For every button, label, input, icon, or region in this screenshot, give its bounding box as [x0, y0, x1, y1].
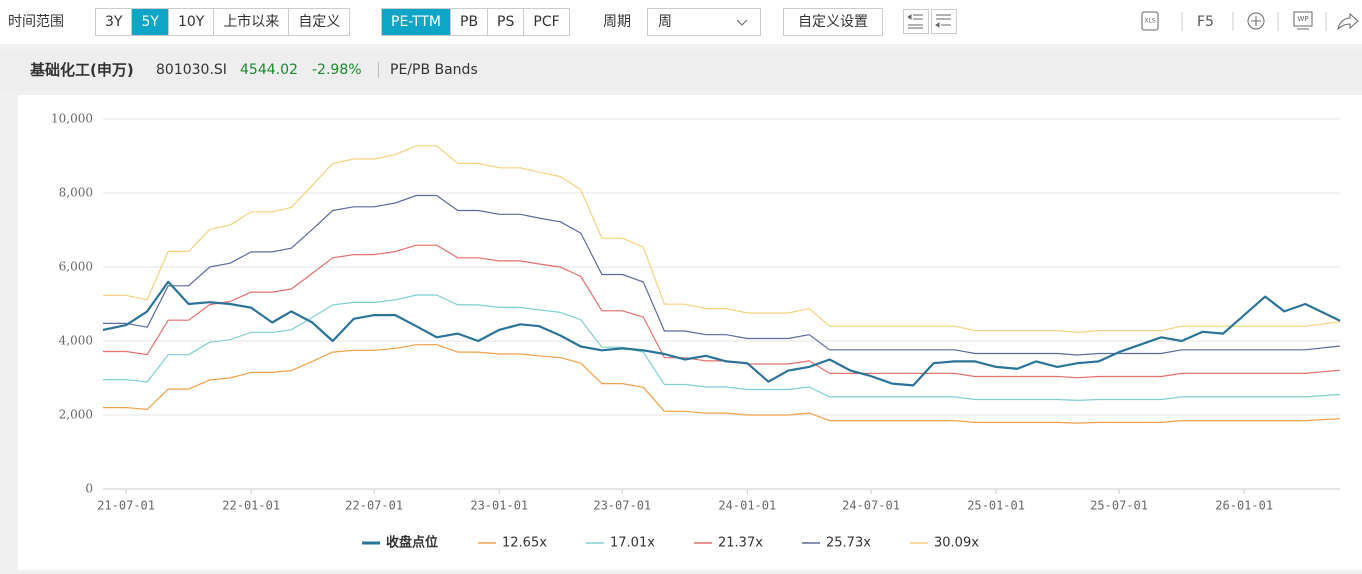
x-tick-label: 26-01-01: [1215, 499, 1273, 513]
index-name: 基础化工(申万): [30, 61, 134, 79]
view-label: PE/PB Bands: [390, 62, 478, 78]
x-tick-label: 24-01-01: [718, 499, 776, 513]
band-line: [103, 194, 1341, 356]
x-tick-label: 22-01-01: [222, 499, 280, 513]
dropdown-arrow: [736, 19, 748, 26]
range-group: 3Y 5Y 10Y 上市以来 自定义: [95, 8, 351, 36]
decimal-buttons[interactable]: [903, 9, 959, 35]
header-bar: 基础化工(申万) 801030.SI 4544.02 -2.98% PE/PB …: [0, 50, 1362, 90]
index-code: 801030.SI: [156, 62, 227, 78]
period-label: 周期: [603, 14, 631, 30]
period-select[interactable]: 周: [647, 8, 761, 36]
legend-item[interactable]: 12.65x: [478, 536, 547, 551]
x-tick-label: 25-07-01: [1090, 499, 1148, 513]
metric-button[interactable]: PE-TTM: [382, 9, 451, 35]
legend-item[interactable]: 21.37x: [694, 536, 763, 551]
legend-item[interactable]: 25.73x: [802, 536, 871, 551]
chart-panel: 0 2,000 4,000 6,000 8,000 10,000 21-07-01 22-01…: [18, 95, 1362, 570]
x-tick-label: 24-07-01: [842, 499, 900, 513]
y-tick-label: 4,000: [59, 334, 93, 348]
settings-text: 自定义设置: [798, 14, 868, 30]
metric-button[interactable]: PB: [451, 9, 489, 35]
legend-label: 30.09x: [934, 536, 979, 551]
legend-label: 12.65x: [502, 536, 547, 551]
y-tick-label: 2,000: [59, 408, 93, 422]
metric-group: PE-TTM PB PS PCF: [381, 8, 570, 36]
legend-item[interactable]: 17.01x: [586, 536, 655, 551]
range-button[interactable]: 自定义: [289, 9, 350, 35]
refresh-button[interactable]: F5: [1197, 14, 1214, 30]
y-tick-label: 6,000: [59, 260, 93, 274]
range-label: 时间范围: [8, 14, 64, 30]
svg-text:XLS: XLS: [1144, 18, 1155, 25]
index-price: 4544.02: [240, 62, 298, 78]
y-tick-label: 8,000: [59, 186, 93, 200]
toolbar-icons[interactable]: XLS WP: [1132, 7, 1362, 37]
range-button[interactable]: 10Y: [168, 9, 215, 35]
legend-label: 17.01x: [610, 536, 655, 551]
range-button[interactable]: 5Y: [132, 9, 169, 35]
band-line: [103, 244, 1341, 379]
divider: [378, 62, 379, 78]
x-tick-label: 23-07-01: [593, 499, 651, 513]
index-change: -2.98%: [312, 62, 362, 78]
x-tick-label: 25-01-01: [967, 499, 1025, 513]
range-button[interactable]: 3Y: [96, 9, 133, 35]
metric-button[interactable]: PCF: [524, 9, 569, 35]
y-tick-label: 0: [85, 482, 93, 496]
metric-button[interactable]: PS: [488, 9, 525, 35]
x-tick-label: 21-07-01: [97, 499, 155, 513]
range-button[interactable]: 上市以来: [214, 9, 290, 35]
band-line: [103, 344, 1341, 424]
band-line: [103, 294, 1341, 401]
settings-button[interactable]: 自定义设置: [783, 8, 883, 36]
legend-label: 收盘点位: [386, 535, 438, 551]
svg-text:WP: WP: [1297, 15, 1308, 23]
legend-label: 21.37x: [718, 536, 763, 551]
legend-item[interactable]: 30.09x: [910, 536, 979, 551]
chart: 0 2,000 4,000 6,000 8,000 10,000 21-07-01 22-01…: [51, 112, 1341, 551]
period-value: 周: [658, 14, 672, 30]
x-tick-label: 23-01-01: [470, 499, 528, 513]
band-line: [103, 145, 1341, 333]
close-line: [102, 280, 1341, 387]
toolbar: 时间范围 3Y 5Y 10Y 上市以来 自定义 PE-TTM PB PS PCF 周期 周 自…: [0, 0, 1362, 44]
y-tick-label: 10,000: [51, 112, 93, 126]
legend-item[interactable]: 收盘点位: [362, 535, 438, 551]
x-tick-label: 22-07-01: [345, 499, 403, 513]
legend-label: 25.73x: [826, 536, 871, 551]
